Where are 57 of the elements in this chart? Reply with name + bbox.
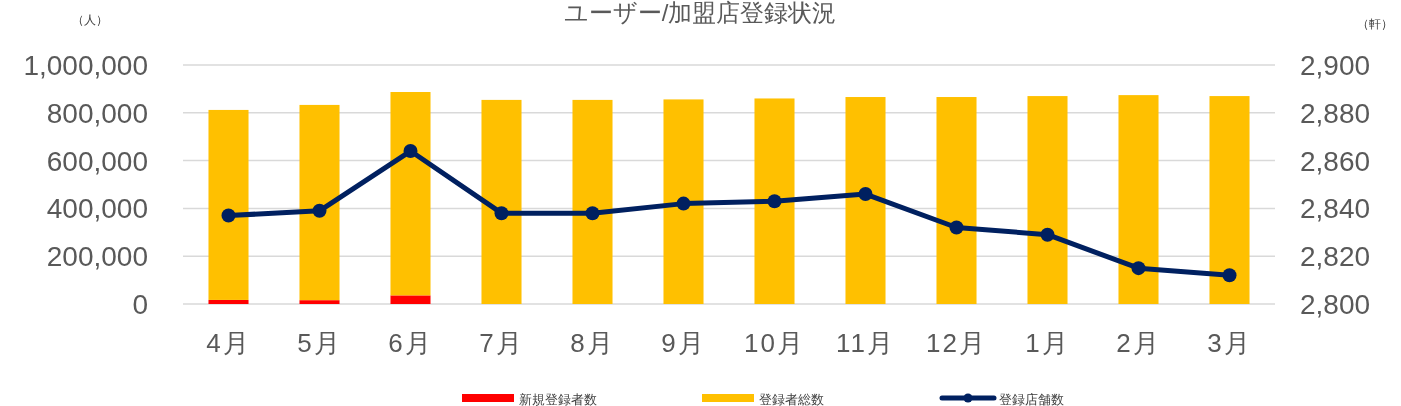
bar (299, 300, 340, 304)
x-tick-label: 3月 (1207, 328, 1252, 358)
point (494, 206, 509, 221)
x-tick-label: 5月 (297, 328, 342, 358)
y-tick-label: 0 (132, 289, 148, 321)
bar (208, 299, 249, 304)
y2-tick-label: 2,900 (1300, 50, 1371, 82)
point (767, 194, 782, 209)
point (1040, 227, 1055, 242)
y2-tick-label: 2,880 (1300, 97, 1371, 129)
bar (390, 92, 431, 296)
bar (299, 104, 340, 301)
point (858, 187, 873, 202)
point (312, 203, 327, 218)
x-tick-label: 8月 (570, 328, 615, 358)
x-tick-label: 12月 (926, 328, 987, 358)
legend-label: 新規登録者数 (519, 392, 597, 406)
bar (208, 109, 249, 300)
bar (1209, 96, 1250, 304)
x-tick-label: 9月 (661, 328, 706, 358)
y2-tick-label: 2,800 (1300, 289, 1371, 321)
y-tick-label: 200,000 (46, 241, 148, 273)
y-tick-label: 600,000 (46, 145, 148, 177)
y2-tick-label: 2,860 (1300, 145, 1371, 177)
x-tick-label: 4月 (206, 328, 251, 358)
y-tick-label: 1,000,000 (23, 50, 148, 82)
x-tick-label: 6月 (388, 328, 433, 358)
y-tick-label: 800,000 (46, 97, 148, 129)
legend-label: 登録者総数 (759, 392, 824, 406)
bar (936, 97, 977, 304)
point (1131, 261, 1146, 276)
x-tick-label: 2月 (1116, 328, 1161, 358)
bar (390, 295, 431, 304)
x-tick-label: 7月 (479, 328, 524, 358)
point (949, 220, 964, 235)
legend-label: 登録店舗数 (999, 392, 1064, 406)
point (1222, 268, 1237, 283)
bar (845, 97, 886, 304)
point (403, 144, 418, 159)
y2-tick-label: 2,820 (1300, 241, 1371, 273)
point (221, 208, 236, 223)
point (676, 196, 691, 211)
bar (663, 99, 704, 304)
y2-axis-title: （軒） (1357, 17, 1393, 31)
y-tick-label: 400,000 (46, 193, 148, 225)
y2-tick-label: 2,840 (1300, 193, 1371, 225)
x-tick-label: 1月 (1025, 328, 1070, 358)
point (585, 206, 600, 221)
bar (1027, 96, 1068, 304)
bar (572, 99, 613, 304)
y-axis-title: （人） (72, 13, 108, 27)
bar (1118, 95, 1159, 304)
bar (754, 98, 795, 304)
x-tick-label: 11月 (836, 328, 895, 358)
x-tick-label: 10月 (744, 328, 805, 358)
chart-title: ユーザー/加盟店登録状況 (563, 0, 837, 26)
bar (481, 99, 522, 304)
